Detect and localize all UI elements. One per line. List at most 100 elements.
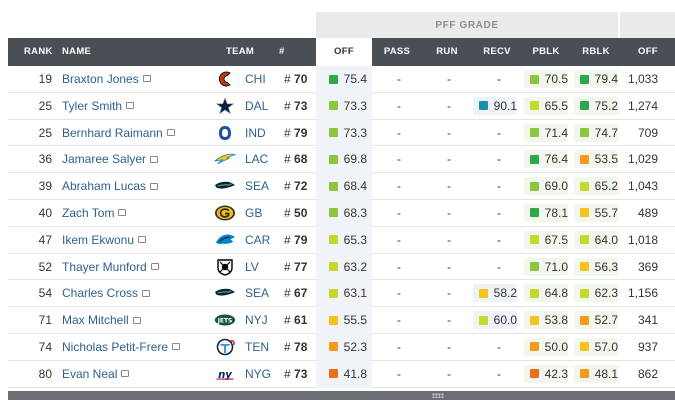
pblk-grade-value: 76.4 [544,152,568,167]
off-grade-value: 63.2 [343,259,367,274]
player-name[interactable]: Evan Neal [62,366,118,381]
player-name-link[interactable]: Jamaree Salyer [62,146,159,172]
player-name[interactable]: Jamaree Salyer [62,152,147,167]
team-link[interactable]: DAL [245,98,269,113]
external-link-icon[interactable] [126,102,135,110]
table-row[interactable]: 25 Tyler Smith DAL # 73 73.3 - - 90.1 65.5 75.2 1,… [8,92,675,120]
table-row[interactable]: 19 Braxton Jones CHI # 70 75.4 - - - 70.5 79.4 1,0… [8,66,675,93]
team-link[interactable]: SEA [245,286,270,301]
external-link-icon[interactable] [166,128,175,136]
col-rblk[interactable]: RBLK [582,46,610,57]
external-link-icon[interactable] [138,236,147,244]
recv-grade: 58.2 [473,284,517,303]
external-link-icon[interactable] [118,209,127,217]
player-name[interactable]: Zach Tom [62,205,115,220]
player-name-link[interactable]: Thayer Munford [62,254,159,280]
player-name-link[interactable]: Bernhard Raimann [62,120,175,146]
pblk-grade-value: 78.1 [544,205,568,220]
player-name-link[interactable]: Nicholas Petit-Frere [62,334,181,360]
team-link[interactable]: NYG [245,366,272,381]
external-link-icon[interactable] [121,370,130,378]
player-name[interactable]: Abraham Lucas [62,179,147,194]
rblk-grade-value: 79.4 [594,72,618,86]
team-link[interactable]: TEN [245,339,269,354]
table-row[interactable]: 54 Charles Cross SEA # 67 63.1 - - 58.2 64.8 62.3… [8,280,675,308]
team-link[interactable]: NYJ [245,313,268,328]
external-link-icon[interactable] [142,289,151,297]
external-link-icon[interactable] [172,343,181,351]
col-run[interactable]: RUN [436,46,458,57]
table-row[interactable]: 74 Nicholas Petit-Frere TEN # 78 52.3 - - - 50.0… [8,333,675,361]
team-link[interactable]: GB [245,205,263,220]
team-link[interactable]: CAR [245,232,271,247]
player-name-link[interactable]: Max Mitchell [62,307,141,333]
player-name[interactable]: Max Mitchell [62,313,129,328]
seahawks-logo-icon [214,280,236,306]
recv-grade-empty: - [497,232,501,247]
col-off-snaps[interactable]: OFF [638,46,658,57]
column-header-row: RANK NAME TEAM # OFF PASS RUN RECV PBLK … [8,38,675,66]
off-grade-swatch [329,208,338,218]
pblk-grade: 69.0 [524,177,568,196]
external-link-icon[interactable] [150,262,159,270]
team-link[interactable]: LAC [245,152,269,167]
player-name[interactable]: Tyler Smith [62,98,123,113]
table-row[interactable]: 47 Ikem Ekwonu CAR # 79 65.3 - - - 67.5 64.0 1,018 [8,226,675,254]
pass-grade-empty: - [397,98,401,113]
external-link-icon[interactable] [150,155,159,163]
table-row[interactable]: 80 Evan Neal ny NYG # 73 41.8 - - - 42.3 48.1 862 [8,360,675,388]
rblk-grade: 56.3 [574,257,618,276]
col-off-grade[interactable]: OFF [316,38,372,66]
off-column-highlight [316,360,372,388]
rblk-grade: 79.4 [574,70,618,88]
col-name[interactable]: NAME [62,46,92,57]
external-link-icon[interactable] [132,316,141,324]
table-row[interactable]: 39 Abraham Lucas SEA # 72 68.4 - - - 69.0 65.2 1,0… [8,173,675,200]
pass-grade-empty: - [397,125,401,140]
team-link[interactable]: SEA [245,179,270,194]
player-name-link[interactable]: Ikem Ekwonu [62,227,147,253]
table-row[interactable]: 40 Zach Tom GB # 50 68.3 - - - 78.1 55.7 489 [8,199,675,227]
recv-grade-value: 60.0 [493,313,517,328]
rblk-grade-value: 74.7 [594,125,618,140]
col-number[interactable]: # [279,46,285,57]
player-name-link[interactable]: Charles Cross [62,280,151,306]
col-rank[interactable]: RANK [24,46,53,57]
player-name-link[interactable]: Braxton Jones [62,66,151,92]
pass-grade-empty: - [397,259,401,274]
team-link[interactable]: LV [245,259,259,274]
rblk-grade-swatch [580,369,589,379]
table-row[interactable]: 36 Jamaree Salyer LAC # 68 69.8 - - - 76.4 53.5 1,… [8,146,675,174]
table-row[interactable]: 52 Thayer Munford LV # 77 63.2 - - - 71.0 56.3 369 [8,253,675,281]
run-grade-empty: - [447,232,451,247]
table-row[interactable]: 25 Bernhard Raimann IND # 79 73.3 - - - 71.4 74.7… [8,119,675,147]
col-pblk[interactable]: PBLK [532,46,560,57]
player-name[interactable]: Nicholas Petit-Frere [62,339,169,354]
col-team[interactable]: TEAM [226,46,255,57]
jets-logo-icon: JETS [214,307,236,333]
off-grade-value: 65.3 [343,232,367,247]
player-name[interactable]: Bernhard Raimann [62,125,163,140]
player-name-link[interactable]: Tyler Smith [62,93,135,119]
off-grade-swatch [329,74,338,84]
player-name[interactable]: Braxton Jones [62,72,139,86]
off-column-highlight [316,119,372,147]
table-row[interactable]: 71 Max Mitchell JETS NYJ # 61 55.5 - - 60.0 53.8 5… [8,307,675,334]
horizontal-scrollbar[interactable] [8,391,675,400]
player-name[interactable]: Ikem Ekwonu [62,232,135,247]
team-link[interactable]: CHI [245,72,266,86]
col-recv[interactable]: RECV [483,46,511,57]
player-name-link[interactable]: Zach Tom [62,200,127,226]
team-link[interactable]: IND [245,125,266,140]
player-name[interactable]: Thayer Munford [62,259,147,274]
off-grade-swatch [329,342,338,352]
pblk-grade-swatch [530,154,539,164]
player-name-link[interactable]: Abraham Lucas [62,173,159,199]
player-name[interactable]: Charles Cross [62,286,139,301]
external-link-icon[interactable] [142,75,151,83]
external-link-icon[interactable] [150,182,159,190]
pblk-grade: 78.1 [524,203,568,222]
player-name-link[interactable]: Evan Neal [62,361,130,387]
col-pass[interactable]: PASS [383,46,411,57]
scrollbar-grip-icon[interactable] [432,393,444,398]
